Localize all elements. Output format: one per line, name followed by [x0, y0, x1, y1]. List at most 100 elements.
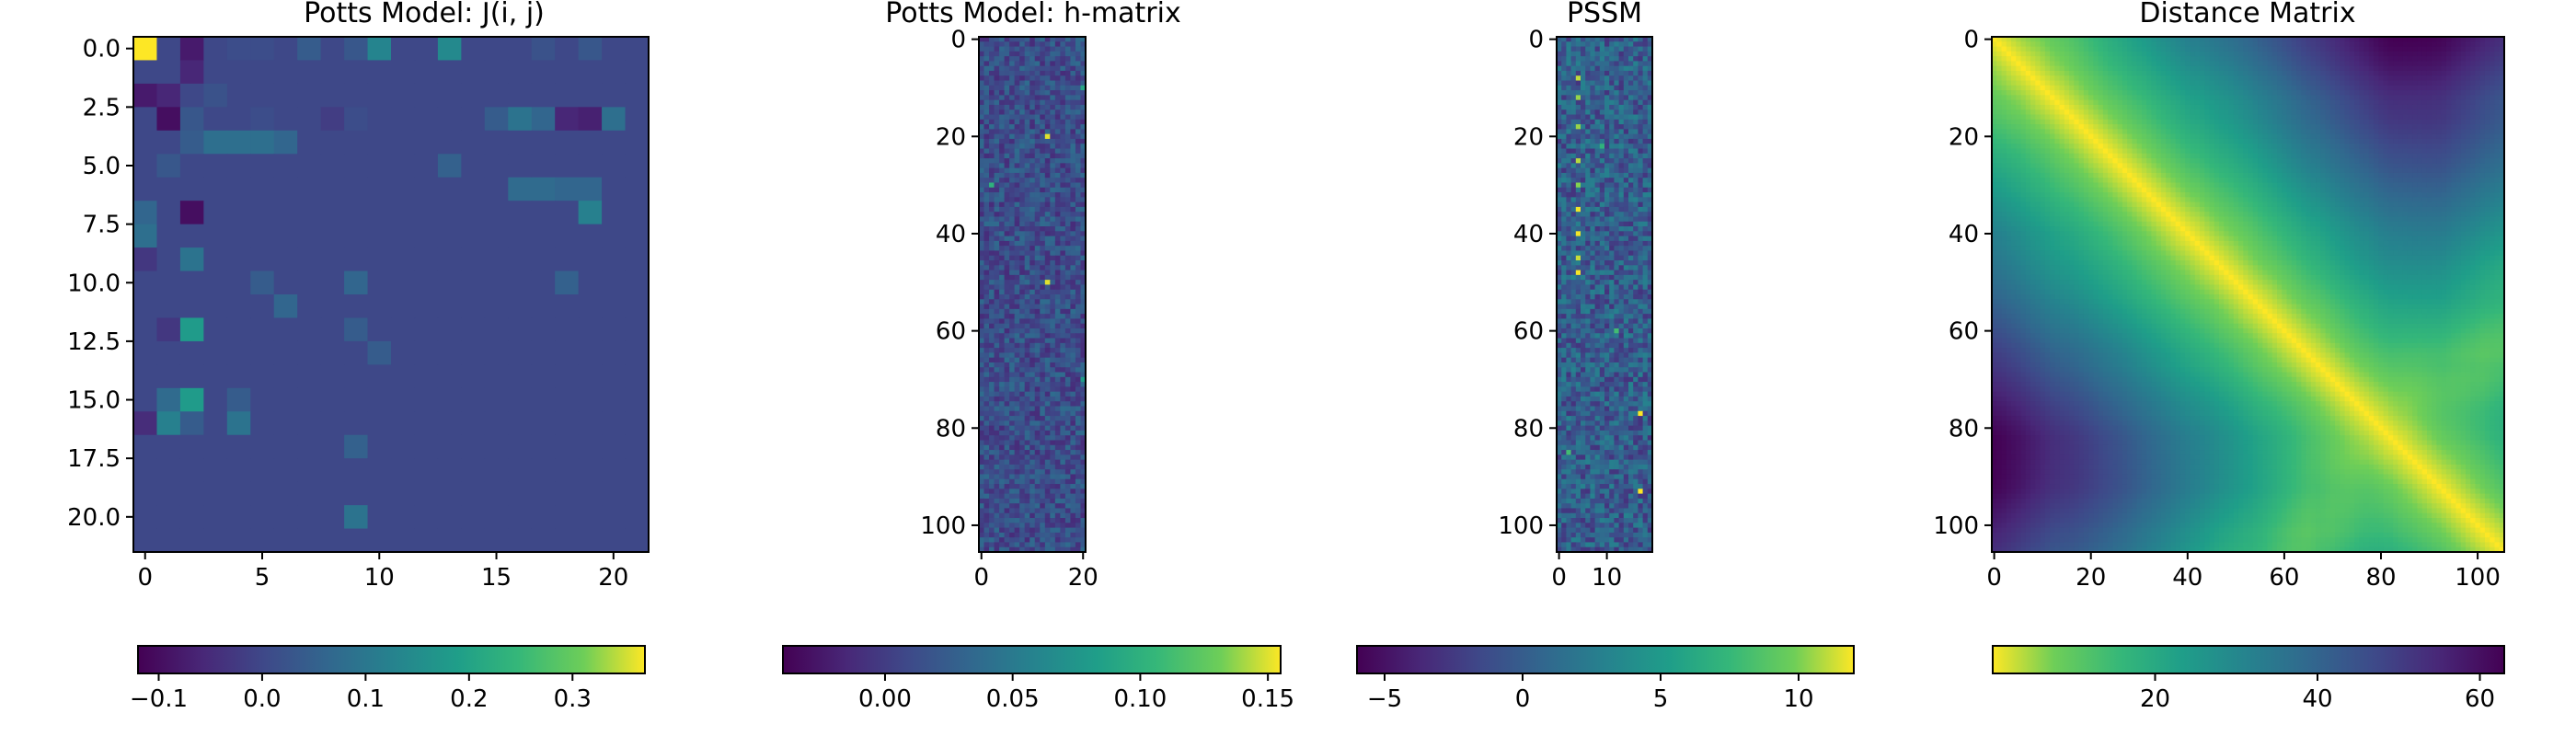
- axis-ticks: 0 5 10 15 200.02.55.07.510.012.515.017.520.0: [67, 36, 628, 592]
- heatmap-cell: [1594, 265, 1601, 271]
- heatmap-cell: [1647, 416, 1653, 421]
- heatmap-cell: [1647, 90, 1653, 96]
- heatmap-cell: [1070, 401, 1076, 408]
- heatmap-cell: [1618, 61, 1625, 67]
- heatmap-cell: [1599, 474, 1605, 480]
- heatmap-cell: [979, 133, 985, 140]
- heatmap-cell: [203, 83, 228, 108]
- heatmap-cell: [1040, 367, 1046, 374]
- heatmap-cell: [1570, 396, 1577, 402]
- heatmap-cell: [344, 177, 369, 201]
- heatmap-cell: [1054, 65, 1061, 72]
- heatmap-cell: [1618, 56, 1625, 63]
- heatmap-cell: [1618, 362, 1625, 368]
- heatmap-cell: [1075, 459, 1082, 466]
- heatmap-cell: [625, 83, 650, 108]
- heatmap-cell: [391, 411, 416, 436]
- heatmap-cell: [1628, 372, 1634, 378]
- heatmap-cell: [1040, 323, 1046, 329]
- heatmap-cell: [555, 387, 580, 412]
- heatmap-cell: [1609, 469, 1615, 476]
- heatmap-cell: [1570, 129, 1577, 135]
- heatmap-cell: [989, 236, 995, 242]
- heatmap-cell: [1044, 323, 1051, 329]
- heatmap-cell: [1642, 265, 1649, 271]
- heatmap-cell: [1019, 109, 1026, 116]
- heatmap-cell: [1034, 240, 1041, 247]
- heatmap-cell: [1647, 255, 1653, 261]
- heatmap-cell: [1618, 148, 1625, 155]
- heatmap-cell: [1614, 444, 1620, 451]
- heatmap-cell: [1075, 342, 1082, 349]
- heatmap-cell: [1024, 280, 1030, 286]
- heatmap-cell: [983, 459, 990, 466]
- heatmap-cell: [1628, 314, 1634, 320]
- heatmap-cell: [1050, 187, 1056, 193]
- heatmap-cell: [1014, 338, 1020, 344]
- heatmap-cell: [1594, 542, 1601, 548]
- heatmap-cell: [1566, 420, 1572, 427]
- heatmap-cell: [1642, 420, 1649, 427]
- heatmap-cell: [1019, 454, 1026, 461]
- heatmap-cell: [1004, 246, 1010, 252]
- heatmap-cell: [1618, 167, 1625, 174]
- heatmap-cell: [1594, 250, 1601, 257]
- heatmap-cell: [1647, 357, 1653, 363]
- heatmap-cell: [989, 416, 995, 421]
- heatmap-cell: [1581, 444, 1586, 451]
- heatmap-cell: [1075, 454, 1082, 461]
- heatmap-cell: [1566, 119, 1572, 125]
- heatmap-cell: [1004, 51, 1010, 57]
- heatmap-cell: [1014, 90, 1020, 96]
- heatmap-cell: [1581, 260, 1586, 266]
- heatmap-cell: [989, 129, 995, 135]
- y-tick-label: 80: [936, 415, 966, 443]
- heatmap-cell: [983, 109, 990, 116]
- heatmap-cell: [1585, 489, 1591, 495]
- heatmap-cell: [1070, 129, 1076, 135]
- heatmap-cell: [1044, 396, 1051, 402]
- heatmap-cell: [1633, 158, 1639, 164]
- heatmap-cell: [2228, 37, 2235, 42]
- heatmap-cell: [1623, 410, 1629, 417]
- heatmap-cell: [1024, 114, 1030, 121]
- heatmap-cell: [578, 83, 603, 108]
- heatmap-cell: [1060, 37, 1066, 42]
- heatmap-cell: [1064, 289, 1072, 295]
- heatmap-cell: [508, 411, 533, 436]
- heatmap-cell: [1040, 119, 1046, 125]
- heatmap-cell: [1614, 216, 1620, 223]
- heatmap-cell: [1642, 167, 1649, 174]
- heatmap-cell: [1070, 546, 1076, 553]
- heatmap-cell: [1054, 246, 1061, 252]
- heatmap-cell: [1590, 308, 1596, 315]
- heatmap-cell: [1642, 464, 1649, 470]
- heatmap-cell: [250, 270, 275, 295]
- heatmap-cell: [989, 435, 995, 442]
- heatmap-cell: [1594, 289, 1601, 295]
- heatmap-cell: [1599, 240, 1605, 247]
- heatmap-cell: [1075, 274, 1082, 281]
- heatmap-cell: [1642, 469, 1649, 476]
- heatmap-cell: [994, 348, 1000, 353]
- heatmap-cell: [1575, 308, 1581, 315]
- heatmap-cell: [1044, 304, 1051, 310]
- heatmap-cell: [994, 546, 1000, 553]
- heatmap-cell: [1642, 192, 1649, 198]
- heatmap-cell: [1628, 546, 1634, 553]
- heatmap-cell: [250, 247, 275, 272]
- heatmap-cell: [250, 294, 275, 319]
- heatmap-cell: [367, 387, 392, 412]
- heatmap-cell: [1070, 250, 1076, 257]
- heatmap-cell: [1566, 444, 1572, 451]
- heatmap-cell: [1585, 498, 1591, 504]
- heatmap-cell: [989, 348, 995, 353]
- heatmap-cell: [1647, 299, 1653, 305]
- heatmap-cell: [1594, 124, 1601, 130]
- heatmap-cell: [1628, 212, 1634, 218]
- heatmap-cell: [1080, 357, 1087, 363]
- heatmap-cell: [1594, 372, 1601, 378]
- heatmap-cell: [1034, 299, 1041, 305]
- heatmap-cell: [1060, 182, 1066, 189]
- heatmap-cell: [1590, 420, 1596, 427]
